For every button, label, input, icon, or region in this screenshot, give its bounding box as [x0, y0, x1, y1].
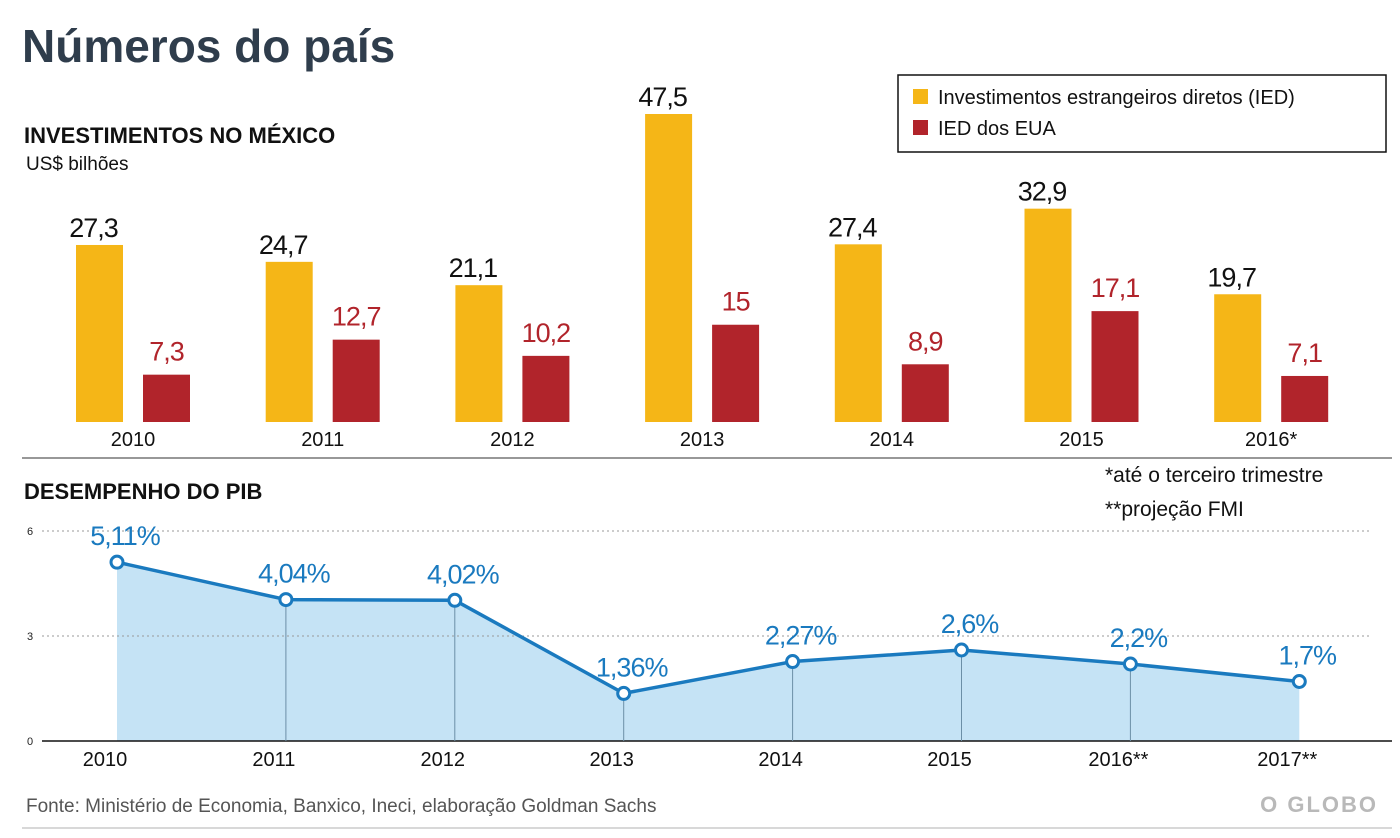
x-tick-label: 2010 — [111, 429, 156, 451]
legend-label-eua: IED dos EUA — [938, 118, 1056, 140]
gdp-x-tick-label: 2015 — [927, 749, 972, 771]
brand-logo: O GLOBO — [1260, 792, 1378, 817]
bar-value-label-eua: 12,7 — [332, 302, 381, 332]
bar-value-label-ied: 32,9 — [1018, 177, 1067, 207]
gdp-point — [954, 642, 969, 658]
gdp-point — [278, 592, 294, 608]
bar-value-label-ied: 21,1 — [449, 253, 498, 283]
bar-value-label-eua: 17,1 — [1091, 273, 1140, 303]
x-tick-label: 2016* — [1245, 429, 1297, 451]
bar-eua — [1091, 311, 1139, 422]
gdp-value-label: 1,7% — [1279, 641, 1338, 671]
bar-eua — [712, 324, 760, 422]
bar-value-label-ied: 27,4 — [828, 212, 878, 242]
bar-value-label-ied: 27,3 — [69, 213, 118, 243]
investments-unit-label: US$ bilhões — [26, 154, 128, 175]
gdp-value-label: 2,27% — [765, 621, 838, 651]
gdp-point — [785, 654, 801, 670]
gdp-x-tick-label: 2011 — [252, 749, 295, 771]
note-imf-projection: **projeção FMI — [1105, 498, 1244, 521]
legend-box — [897, 74, 1387, 153]
gdp-value-label: 1,36% — [596, 652, 669, 682]
gdp-point — [1122, 656, 1138, 672]
x-tick-label: 2015 — [1059, 429, 1104, 451]
gdp-x-tick-label: 2016** — [1088, 749, 1148, 771]
gdp-y-tick-label: 3 — [27, 631, 33, 643]
investment-bar-chart: 27,3 7,3 2010 24,7 12,7 2011 21,1 10,2 2012 47,5 1… — [69, 82, 1329, 451]
legend-swatch-eua — [913, 120, 928, 135]
gdp-value-label: 4,02% — [427, 559, 500, 589]
bar-eua — [143, 374, 190, 422]
gdp-value-label: 4,04% — [258, 559, 331, 589]
gdp-area-chart: 0 3 6 5,11% 2010 4,04% 2011 4,02% 2012 1,36% 2013 2… — [27, 521, 1392, 771]
bar-ied — [455, 285, 503, 422]
gdp-section-title: DESEMPENHO DO PIB — [24, 479, 262, 504]
bar-value-label-ied: 47,5 — [638, 82, 687, 112]
bar-value-label-eua: 7,3 — [149, 337, 184, 367]
bar-eua — [901, 364, 949, 422]
gdp-x-tick-label: 2014 — [758, 749, 803, 771]
x-tick-label: 2014 — [870, 429, 915, 451]
bar-value-label-eua: 7,1 — [1287, 338, 1322, 368]
x-tick-label: 2012 — [490, 429, 535, 451]
bar-ied — [1024, 208, 1072, 422]
bar-value-label-ied: 24,7 — [259, 230, 308, 260]
gdp-value-label: 5,11% — [90, 521, 161, 551]
gdp-x-tick-label: 2013 — [589, 749, 634, 771]
bar-eua — [522, 355, 570, 422]
gdp-x-tick-label: 2017** — [1257, 749, 1317, 771]
x-tick-label: 2013 — [680, 429, 725, 451]
bar-ied — [76, 244, 123, 422]
legend-label-ied: Investimentos estrangeiros diretos (IED) — [938, 87, 1295, 109]
gdp-y-tick-label: 6 — [27, 526, 33, 538]
x-tick-label: 2011 — [301, 429, 344, 451]
gdp-y-tick-label: 0 — [27, 736, 33, 748]
gdp-value-label: 2,6% — [941, 609, 1000, 639]
gdp-point — [109, 554, 125, 570]
bar-value-label-ied: 19,7 — [1207, 262, 1256, 292]
gdp-area-fill — [117, 562, 1300, 741]
bar-eua — [332, 339, 380, 422]
bar-legend: Investimentos estrangeiros diretos (IED)… — [897, 74, 1387, 153]
bar-ied — [834, 244, 882, 422]
gdp-x-tick-label: 2010 — [83, 749, 128, 771]
legend-swatch-ied — [913, 89, 928, 104]
note-third-quarter: *até o terceiro trimestre — [1105, 464, 1323, 487]
source-note: Fonte: Ministério de Economia, Banxico, … — [26, 796, 657, 817]
bar-value-label-eua: 15 — [722, 287, 750, 317]
bar-ied — [265, 261, 313, 422]
gdp-point — [616, 685, 632, 701]
investments-section-title: INVESTIMENTOS NO MÉXICO — [24, 123, 335, 148]
gdp-point — [447, 592, 463, 608]
bar-value-label-eua: 8,9 — [908, 326, 943, 356]
bar-value-label-eua: 10,2 — [522, 318, 571, 348]
bar-ied — [1214, 294, 1262, 422]
page-title: Números do país — [22, 20, 395, 72]
bar-eua — [1281, 375, 1329, 422]
bar-ied — [645, 114, 693, 422]
gdp-value-label: 2,2% — [1110, 623, 1169, 653]
gdp-x-tick-label: 2012 — [421, 749, 466, 771]
gdp-point — [1291, 674, 1307, 689]
gdp-line — [116, 560, 1300, 696]
